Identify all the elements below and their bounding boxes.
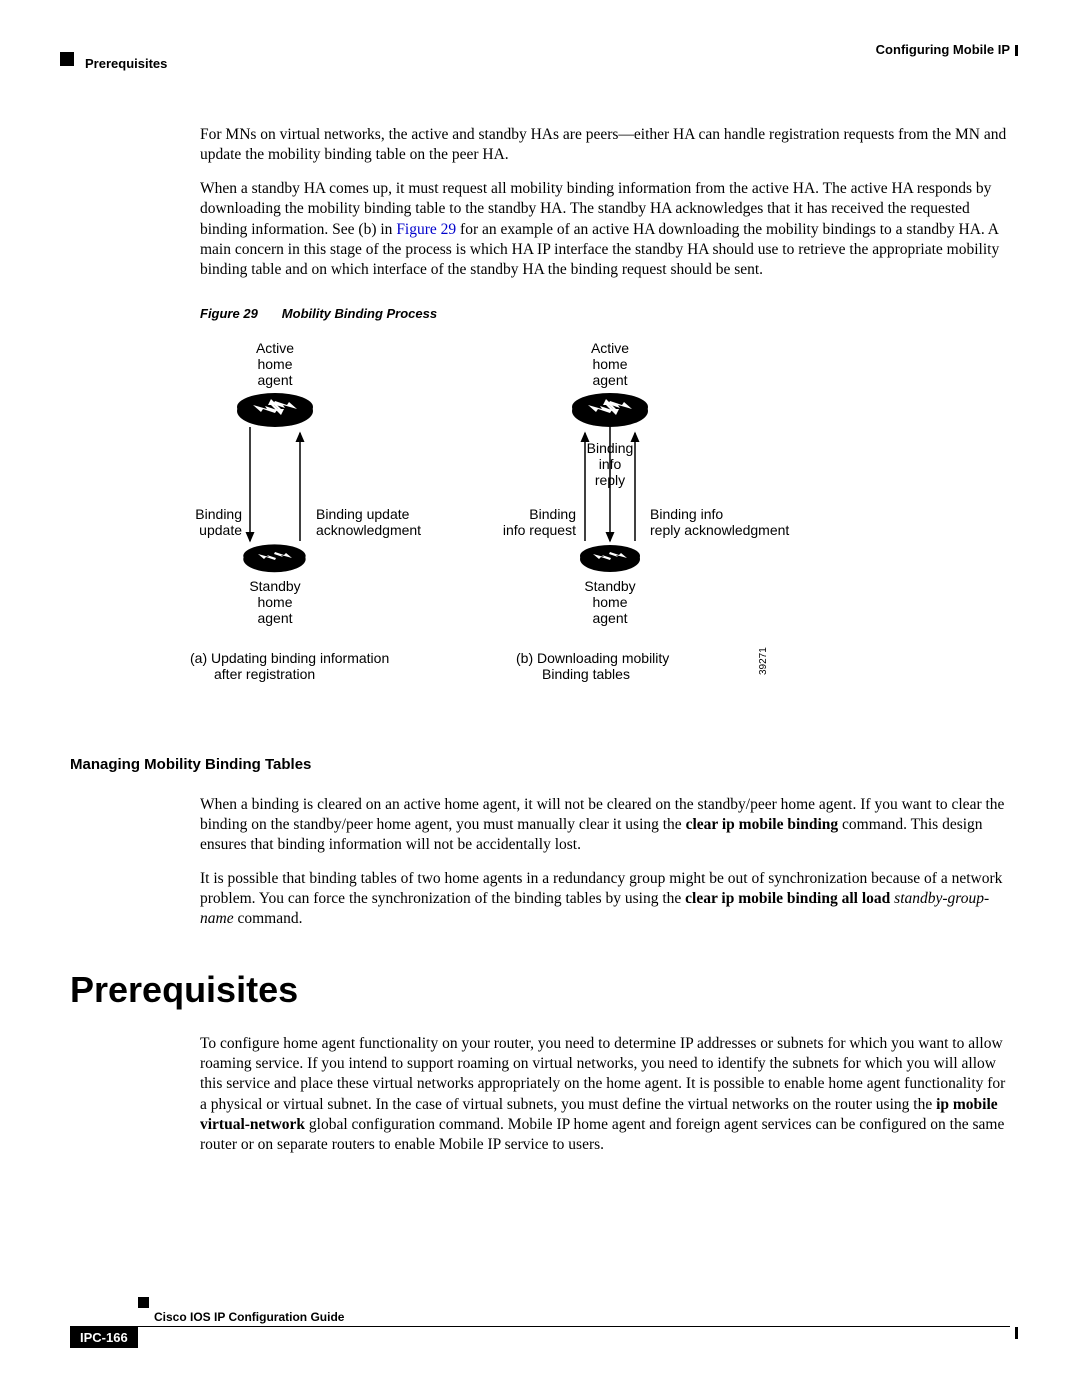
paragraph: When a binding is cleared on an active h… [200, 795, 1010, 855]
paragraph: When a standby HA comes up, it must requ… [200, 179, 1010, 280]
figure-title: Mobility Binding Process [282, 306, 437, 321]
svg-text:home: home [592, 356, 627, 372]
svg-text:update: update [199, 522, 242, 538]
svg-text:Binding update: Binding update [316, 506, 410, 522]
svg-text:agent: agent [257, 610, 292, 626]
figure-link[interactable]: Figure 29 [396, 221, 456, 238]
svg-text:Binding: Binding [195, 506, 242, 522]
text: To configure home agent functionality on… [200, 1035, 1005, 1112]
svg-text:Binding: Binding [529, 506, 576, 522]
paragraph: For MNs on virtual networks, the active … [200, 125, 1010, 165]
svg-text:info request: info request [503, 522, 576, 538]
svg-text:agent: agent [592, 372, 627, 388]
svg-text:(b) Downloading mobility: (b) Downloading mobility [516, 650, 669, 666]
svg-text:home: home [592, 594, 627, 610]
header-marker-left [60, 52, 74, 66]
figure-diagram: Active home agent Binding update Binding… [190, 341, 1010, 727]
paragraph: To configure home agent functionality on… [200, 1034, 1010, 1155]
subsection-heading: Managing Mobility Binding Tables [70, 755, 1010, 775]
header-marker-right [1015, 45, 1018, 56]
svg-text:reply: reply [595, 472, 625, 488]
svg-text:(a) Updating binding informat: (a) Updating binding information [190, 650, 389, 666]
svg-text:agent: agent [592, 610, 627, 626]
svg-text:Binding tables: Binding tables [542, 666, 630, 682]
svg-text:Binding: Binding [587, 440, 634, 456]
text: global configuration command. Mobile IP … [200, 1116, 1004, 1153]
svg-text:home: home [257, 356, 292, 372]
svg-text:agent: agent [257, 372, 292, 388]
figure-caption: Figure 29 Mobility Binding Process [200, 306, 1010, 323]
footer-marker [138, 1297, 149, 1308]
command-text: clear ip mobile binding all load [685, 890, 890, 907]
header-section-right: Configuring Mobile IP [876, 42, 1010, 57]
footer-tick [1015, 1327, 1018, 1339]
svg-text:39271: 39271 [758, 647, 769, 675]
svg-text:Active: Active [256, 341, 294, 356]
figure-number: Figure 29 [200, 306, 258, 321]
command-text: clear ip mobile binding [686, 816, 839, 833]
footer-guide-title: Cisco IOS IP Configuration Guide [154, 1310, 1010, 1324]
svg-text:Binding info: Binding info [650, 506, 723, 522]
svg-text:home: home [257, 594, 292, 610]
header-section-left: Prerequisites [85, 56, 167, 71]
svg-text:after registration: after registration [214, 666, 315, 682]
svg-text:info: info [599, 456, 622, 472]
section-heading: Prerequisites [70, 967, 1010, 1014]
svg-text:Standby: Standby [584, 578, 635, 594]
svg-text:Standby: Standby [249, 578, 300, 594]
text: command. [234, 910, 303, 927]
page-footer: Cisco IOS IP Configuration Guide IPC-166 [70, 1310, 1010, 1349]
page-number-badge: IPC-166 [70, 1327, 138, 1348]
paragraph: It is possible that binding tables of tw… [200, 869, 1010, 929]
svg-text:acknowledgment: acknowledgment [316, 522, 421, 538]
svg-text:reply acknowledgment: reply acknowledgment [650, 522, 789, 538]
svg-text:Active: Active [591, 341, 629, 356]
